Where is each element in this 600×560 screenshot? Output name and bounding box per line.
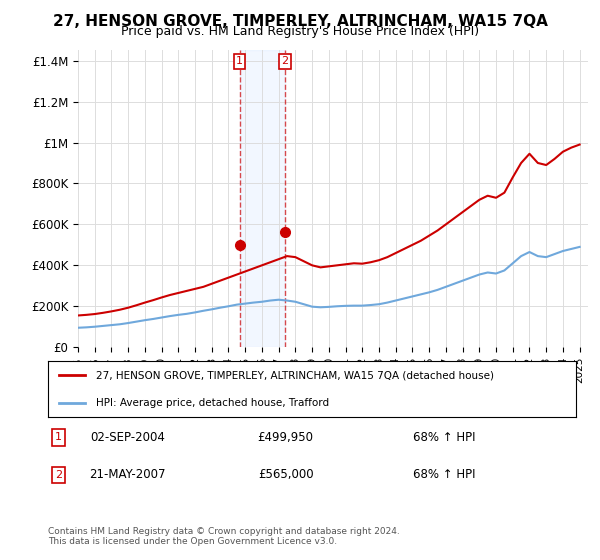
Text: Price paid vs. HM Land Registry's House Price Index (HPI): Price paid vs. HM Land Registry's House … (121, 25, 479, 38)
Text: 21-MAY-2007: 21-MAY-2007 (89, 468, 166, 482)
Text: 27, HENSON GROVE, TIMPERLEY, ALTRINCHAM, WA15 7QA (detached house): 27, HENSON GROVE, TIMPERLEY, ALTRINCHAM,… (95, 370, 494, 380)
Text: Contains HM Land Registry data © Crown copyright and database right 2024.
This d: Contains HM Land Registry data © Crown c… (48, 526, 400, 546)
Text: 2: 2 (281, 57, 289, 66)
Text: HPI: Average price, detached house, Trafford: HPI: Average price, detached house, Traf… (95, 398, 329, 408)
Text: 02-SEP-2004: 02-SEP-2004 (90, 431, 164, 444)
Text: £499,950: £499,950 (257, 431, 314, 444)
Text: 68% ↑ HPI: 68% ↑ HPI (413, 431, 475, 444)
Text: 68% ↑ HPI: 68% ↑ HPI (413, 468, 475, 482)
Text: 1: 1 (236, 57, 243, 66)
Text: 27, HENSON GROVE, TIMPERLEY, ALTRINCHAM, WA15 7QA: 27, HENSON GROVE, TIMPERLEY, ALTRINCHAM,… (53, 14, 547, 29)
Text: 1: 1 (55, 432, 62, 442)
Text: 2: 2 (55, 470, 62, 480)
Bar (239, 50, 285, 347)
Text: £565,000: £565,000 (258, 468, 313, 482)
